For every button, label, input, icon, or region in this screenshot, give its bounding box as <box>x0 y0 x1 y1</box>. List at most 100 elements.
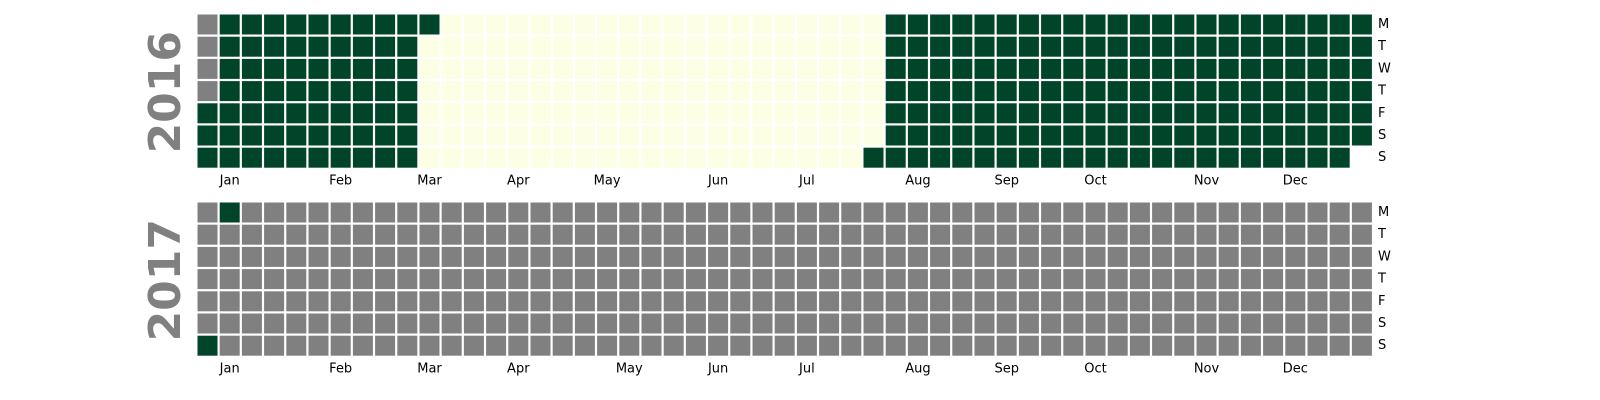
heatmap-cell-2017 <box>863 313 884 334</box>
heatmap-cell-2016 <box>397 103 418 124</box>
heatmap-cell-2016 <box>419 36 440 57</box>
heatmap-cell-2017 <box>730 291 751 312</box>
heatmap-cell-2016 <box>663 81 684 102</box>
heatmap-cell-2017 <box>463 313 484 334</box>
heatmap-cell-2017 <box>930 224 951 245</box>
day-label: W <box>1378 249 1391 264</box>
heatmap-cell-2016 <box>952 125 973 146</box>
heatmap-cell-2016 <box>463 36 484 57</box>
heatmap-cell-2017 <box>1307 202 1328 223</box>
heatmap-cell-2016 <box>574 125 595 146</box>
month-label: Apr <box>507 361 530 376</box>
heatmap-cell-2016 <box>1152 36 1173 57</box>
heatmap-cell-2016 <box>774 36 795 57</box>
heatmap-cell-2016 <box>907 36 928 57</box>
heatmap-cell-2016 <box>663 36 684 57</box>
heatmap-cell-2016 <box>197 14 218 35</box>
heatmap-cell-2017 <box>1240 291 1261 312</box>
heatmap-cell-2017 <box>996 313 1017 334</box>
heatmap-cell-2016 <box>574 36 595 57</box>
heatmap-cell-2016 <box>796 125 817 146</box>
heatmap-cell-2016 <box>1307 125 1328 146</box>
heatmap-cell-2016 <box>996 125 1017 146</box>
heatmap-cell-2017 <box>1129 313 1150 334</box>
heatmap-cell-2016 <box>441 14 462 35</box>
heatmap-cell-2017 <box>597 246 618 267</box>
heatmap-cell-2016 <box>819 14 840 35</box>
heatmap-cell-2016 <box>819 147 840 168</box>
heatmap-cell-2017 <box>375 224 396 245</box>
heatmap-cell-2017 <box>330 269 351 290</box>
heatmap-cell-2017 <box>996 335 1017 356</box>
heatmap-cell-2017 <box>508 202 529 223</box>
heatmap-cell-2016 <box>508 125 529 146</box>
heatmap-cell-2017 <box>352 202 373 223</box>
heatmap-cell-2017 <box>574 291 595 312</box>
heatmap-cell-2017 <box>1351 202 1372 223</box>
heatmap-cell-2017 <box>1107 335 1128 356</box>
heatmap-cell-2017 <box>552 246 573 267</box>
heatmap-cell-2016 <box>996 58 1017 79</box>
heatmap-cell-2017 <box>774 313 795 334</box>
heatmap-cell-2017 <box>1307 269 1328 290</box>
heatmap-cell-2016 <box>1107 125 1128 146</box>
heatmap-cell-2016 <box>796 36 817 57</box>
heatmap-cell-2016 <box>264 36 285 57</box>
heatmap-cell-2016 <box>264 58 285 79</box>
heatmap-cell-2016 <box>219 103 240 124</box>
heatmap-cell-2016 <box>597 103 618 124</box>
heatmap-cell-2016 <box>1329 81 1350 102</box>
heatmap-cell-2017 <box>619 269 640 290</box>
heatmap-cell-2016 <box>552 147 573 168</box>
heatmap-cell-2016 <box>508 36 529 57</box>
heatmap-cell-2016 <box>1041 58 1062 79</box>
heatmap-cell-2016 <box>1218 58 1239 79</box>
heatmap-cell-2017 <box>397 224 418 245</box>
heatmap-cell-2017 <box>708 224 729 245</box>
heatmap-cell-2016 <box>974 81 995 102</box>
heatmap-cell-2016 <box>308 14 329 35</box>
heatmap-cell-2017 <box>1240 335 1261 356</box>
heatmap-cell-2017 <box>1329 224 1350 245</box>
heatmap-cell-2017 <box>1263 269 1284 290</box>
heatmap-cell-2016 <box>486 125 507 146</box>
heatmap-cell-2017 <box>241 202 262 223</box>
heatmap-cell-2016 <box>996 81 1017 102</box>
heatmap-cell-2016 <box>863 103 884 124</box>
heatmap-cell-2016 <box>264 14 285 35</box>
heatmap-cell-2016 <box>1240 14 1261 35</box>
heatmap-cell-2016 <box>1152 14 1173 35</box>
heatmap-cell-2016 <box>530 14 551 35</box>
heatmap-cell-2017 <box>375 269 396 290</box>
heatmap-cell-2017 <box>286 313 307 334</box>
heatmap-cell-2017 <box>907 335 928 356</box>
heatmap-cell-2016 <box>508 103 529 124</box>
heatmap-cell-2016 <box>486 81 507 102</box>
heatmap-cell-2017 <box>286 224 307 245</box>
heatmap-cell-2017 <box>375 335 396 356</box>
heatmap-cell-2017 <box>1329 246 1350 267</box>
heatmap-cell-2017 <box>1107 313 1128 334</box>
heatmap-cell-2017 <box>552 291 573 312</box>
heatmap-cell-2016 <box>441 58 462 79</box>
heatmap-cell-2017 <box>486 313 507 334</box>
heatmap-cell-2016 <box>796 81 817 102</box>
heatmap-cell-2017 <box>352 269 373 290</box>
heatmap-cell-2016 <box>1263 103 1284 124</box>
heatmap-cell-2017 <box>1107 269 1128 290</box>
day-label: F <box>1378 294 1385 309</box>
heatmap-cell-2016 <box>530 125 551 146</box>
heatmap-cell-2017 <box>841 335 862 356</box>
heatmap-cell-2017 <box>930 291 951 312</box>
heatmap-cell-2016 <box>308 81 329 102</box>
heatmap-cell-2017 <box>752 291 773 312</box>
heatmap-cell-2017 <box>730 246 751 267</box>
heatmap-cell-2016 <box>885 14 906 35</box>
heatmap-cell-2016 <box>1218 14 1239 35</box>
heatmap-cell-2017 <box>197 224 218 245</box>
heatmap-cell-2017 <box>952 313 973 334</box>
heatmap-cell-2016 <box>1285 14 1306 35</box>
heatmap-cell-2016 <box>1107 36 1128 57</box>
heatmap-cell-2017 <box>708 269 729 290</box>
heatmap-cell-2017 <box>841 291 862 312</box>
